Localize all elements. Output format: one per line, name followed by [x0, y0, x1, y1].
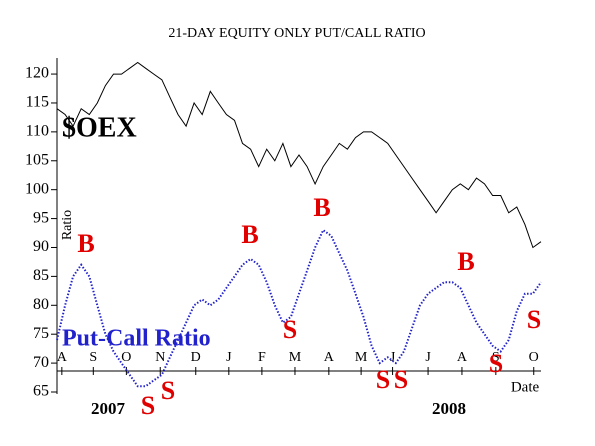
annotation: S [161, 376, 175, 405]
annotation: B [313, 193, 330, 222]
y-tick-label: 70 [33, 354, 49, 371]
x-tick-label: J [425, 350, 431, 365]
x-tick-label: M [289, 350, 302, 365]
y-tick-label: 90 [33, 238, 49, 255]
series-line [56, 61, 542, 249]
annotation: B [457, 247, 474, 276]
y-tick-label: 100 [25, 180, 49, 197]
annotation: B [77, 229, 94, 258]
y-tick-label: 105 [25, 151, 49, 168]
series-label: $OEX [62, 112, 137, 143]
x-tick-label: S [492, 350, 500, 365]
y-tick-label: 65 [33, 383, 49, 400]
annotation: S [489, 349, 503, 378]
series-line [56, 228, 542, 388]
x-tick-label: J [226, 350, 232, 365]
annotation: S [283, 315, 297, 344]
y-tick-label: 120 [25, 65, 49, 82]
x-tick-label: J [390, 350, 396, 365]
y-tick-label: 75 [33, 325, 49, 342]
x-tick-label: F [258, 350, 266, 365]
y-tick-label: 115 [26, 94, 49, 111]
x-axis-label: Date [511, 379, 540, 395]
chart-title: 21-DAY EQUITY ONLY PUT/CALL RATIO [168, 26, 425, 41]
x-tick-label: A [324, 350, 335, 365]
x-tick-label: S [89, 350, 97, 365]
year-label: 2008 [432, 399, 466, 418]
annotation: S [141, 391, 155, 420]
x-tick-label: N [155, 350, 165, 365]
y-tick-label: 85 [33, 267, 49, 284]
series-label: Put-Call Ratio [62, 326, 211, 352]
annotation: S [376, 365, 390, 394]
annotation: S [394, 365, 408, 394]
annotation: B [241, 220, 258, 249]
x-tick-label: D [191, 350, 201, 365]
year-label: 2007 [91, 399, 126, 418]
x-tick-label: M [355, 350, 368, 365]
y-tick-label: 95 [33, 209, 49, 226]
y-tick-label: 80 [33, 296, 49, 313]
x-tick-label: A [457, 350, 468, 365]
y-tick-label: 110 [26, 123, 49, 140]
x-tick-label: O [121, 350, 131, 365]
x-tick-label: O [529, 350, 539, 365]
y-axis-label: Ratio [60, 210, 75, 240]
annotation: S [527, 305, 541, 334]
x-tick-label: A [57, 350, 68, 365]
